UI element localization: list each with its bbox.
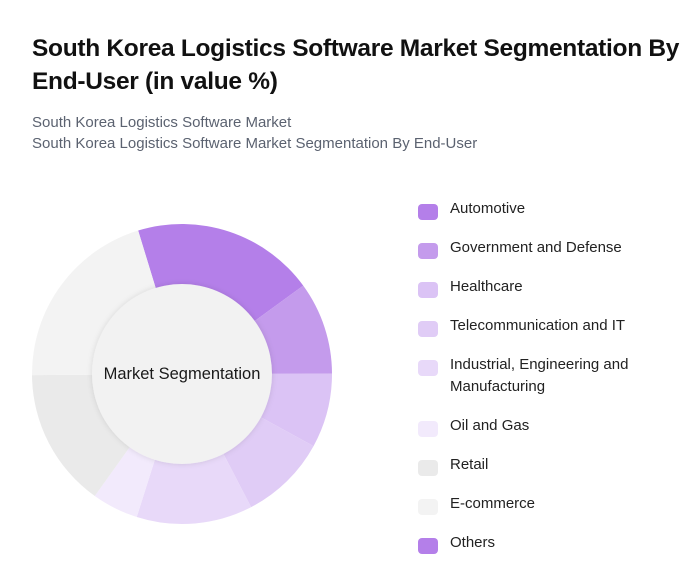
- legend-item[interactable]: E-commerce: [418, 493, 688, 515]
- legend-swatch: [418, 282, 438, 298]
- legend-item[interactable]: Telecommunication and IT: [418, 315, 688, 337]
- legend-label: Retail: [450, 456, 489, 473]
- legend-swatch: [418, 538, 438, 554]
- legend-item[interactable]: Others: [418, 532, 688, 554]
- legend-label: Industrial, Engineering and Manufacturin…: [450, 356, 629, 395]
- legend-label: Government and Defense: [450, 239, 622, 256]
- legend: Automotive Government and Defense Healthca…: [418, 198, 688, 571]
- legend-item[interactable]: Oil and Gas: [418, 415, 688, 437]
- legend-label: Automotive: [450, 200, 526, 217]
- legend-item[interactable]: Healthcare: [418, 276, 688, 298]
- legend-item[interactable]: Industrial, Engineering and Manufacturin…: [418, 354, 688, 398]
- legend-swatch: [418, 421, 438, 437]
- chart-title: South Korea Logistics Software Market Se…: [32, 35, 680, 95]
- chart-subtitle: South Korea Logistics Software Market So…: [32, 112, 477, 154]
- legend-swatch: [418, 321, 438, 337]
- legend-swatch: [418, 243, 438, 259]
- legend-item[interactable]: Automotive: [418, 198, 688, 220]
- legend-swatch: [418, 460, 438, 476]
- legend-label: Oil and Gas: [450, 417, 530, 434]
- legend-item[interactable]: Retail: [418, 454, 688, 476]
- legend-swatch: [418, 499, 438, 515]
- donut-chart: [31, 224, 332, 524]
- legend-swatch: [418, 360, 438, 376]
- legend-label: Others: [450, 534, 496, 551]
- donut-center: [92, 284, 272, 464]
- legend-swatch: [418, 204, 438, 220]
- subtitle-line-2: South Korea Logistics Software Market Se…: [32, 135, 478, 152]
- legend-label: Healthcare: [450, 278, 523, 295]
- legend-item[interactable]: Government and Defense: [418, 237, 688, 259]
- subtitle-line-1: South Korea Logistics Software Market: [32, 114, 292, 131]
- legend-label: E-commerce: [450, 495, 536, 512]
- legend-label: Telecommunication and IT: [450, 317, 626, 334]
